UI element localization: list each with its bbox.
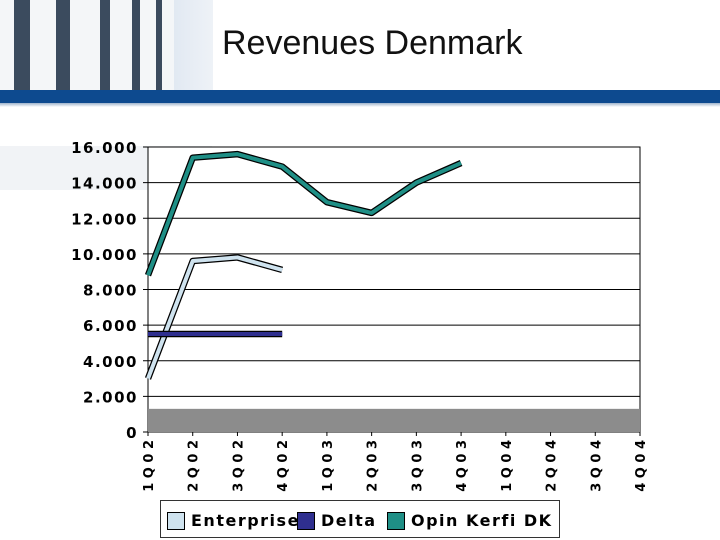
y-tick-label: 8.000	[83, 282, 138, 300]
y-tick-label: 12.000	[71, 210, 138, 228]
x-tick-label: 1 Q 0 4	[500, 440, 515, 492]
floor-band	[148, 408, 640, 432]
legend-label-enterprise: Enterprise	[191, 511, 300, 530]
legend-swatch-opin-kerfi	[387, 511, 405, 530]
y-tick-label: 4.000	[83, 353, 138, 371]
header-band-shade	[0, 103, 720, 107]
x-tick-label: 4 Q 0 2	[276, 440, 291, 492]
header-building-photo	[0, 0, 213, 90]
chart-legend: Enterprise Delta Opin Kerfi DK	[160, 500, 560, 538]
y-tick-label: 2.000	[83, 388, 138, 406]
series-line	[146, 255, 283, 380]
y-tick-label: 6.000	[83, 317, 138, 335]
legend-item-delta: Delta	[297, 511, 377, 530]
y-tick-label: 14.000	[71, 175, 138, 193]
x-tick-label: 1 Q 0 2	[142, 440, 157, 492]
y-tick-label: 10.000	[71, 246, 138, 264]
slide-title: Revenues Denmark	[222, 24, 523, 62]
x-tick-label: 4 Q 0 3	[455, 440, 470, 492]
header-band	[0, 90, 720, 103]
x-tick-label: 2 Q 0 2	[187, 440, 202, 492]
y-tick-label: 0	[126, 424, 138, 442]
x-tick-label: 3 Q 0 2	[231, 440, 246, 492]
legend-item-enterprise: Enterprise	[167, 511, 300, 530]
y-tick-label: 16.000	[71, 140, 138, 157]
series-line	[146, 152, 462, 276]
revenue-line-chart: 0 2.000 4.000 6.000 8.000 10.000 12.000 14.000 1…	[71, 140, 649, 492]
x-tick-label: 2 Q 0 3	[366, 440, 381, 492]
legend-item-opin-kerfi: Opin Kerfi DK	[387, 511, 553, 530]
x-tick-label: 2 Q 0 4	[545, 440, 560, 492]
legend-label-opin-kerfi: Opin Kerfi DK	[411, 511, 553, 530]
legend-swatch-enterprise	[167, 511, 185, 530]
legend-label-delta: Delta	[321, 511, 377, 530]
x-tick-label: 4 Q 0 4	[634, 440, 649, 492]
x-tick-label: 3 Q 0 3	[410, 440, 425, 492]
x-tick-label: 3 Q 0 4	[589, 440, 604, 492]
legend-swatch-delta	[297, 511, 315, 530]
x-tick-label: 1 Q 0 3	[321, 440, 336, 492]
